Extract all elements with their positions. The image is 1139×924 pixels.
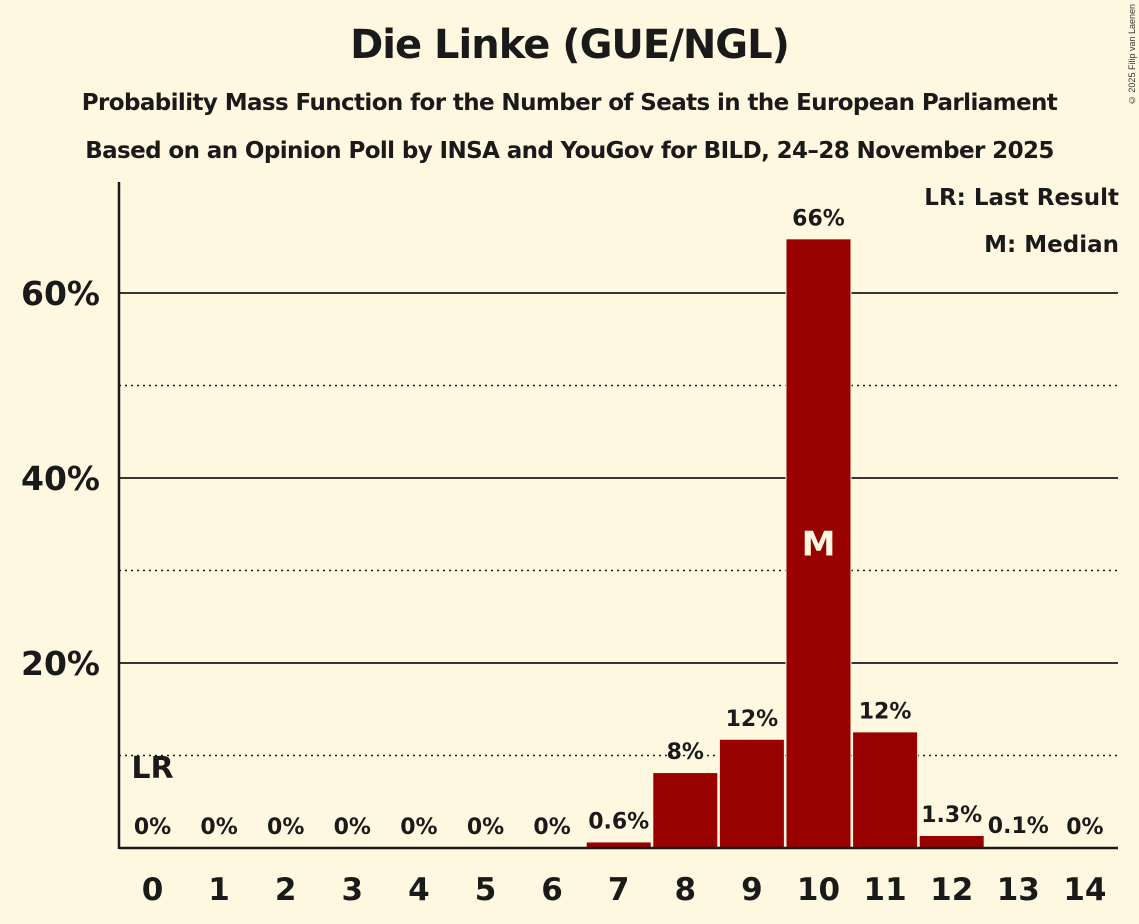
bar-value-label: 0% — [267, 815, 304, 840]
bar-value-label: 12% — [726, 707, 779, 732]
x-tick-label: 8 — [675, 872, 697, 908]
y-tick-label: 20% — [21, 644, 100, 683]
bar-value-label: 0% — [200, 815, 237, 840]
y-tick-label: 40% — [21, 459, 100, 498]
legend-last-result: LR: Last Result — [924, 185, 1119, 211]
bar-value-label: 12% — [859, 699, 912, 724]
x-tick-label: 3 — [342, 872, 364, 908]
x-tick-label: 9 — [741, 872, 763, 908]
x-tick-label: 11 — [864, 872, 907, 908]
bar-seat-11 — [853, 732, 918, 848]
bar-seat-8 — [653, 773, 718, 848]
bar-value-label: 0.1% — [988, 814, 1049, 839]
chart-title: Die Linke (GUE/NGL) — [350, 22, 790, 68]
x-tick-label: 7 — [608, 872, 630, 908]
bar-seat-12 — [919, 835, 984, 848]
bar-value-label: 8% — [667, 740, 704, 765]
chart-source: Based on an Opinion Poll by INSA and You… — [85, 138, 1054, 164]
x-tick-label: 0 — [142, 872, 164, 908]
x-tick-label: 6 — [541, 872, 563, 908]
bar-seat-10 — [786, 239, 851, 849]
chart-subtitle: Probability Mass Function for the Number… — [81, 90, 1058, 116]
bar-value-label: 0% — [400, 815, 437, 840]
x-tick-label: 14 — [1063, 872, 1106, 908]
bar-value-label: 0% — [467, 815, 504, 840]
bar-value-label: 0% — [533, 815, 570, 840]
y-tick-label: 60% — [21, 274, 100, 313]
x-tick-label: 4 — [408, 872, 430, 908]
bar-value-label: 0% — [334, 815, 371, 840]
x-tick-label: 13 — [997, 872, 1040, 908]
bar-value-label: 1.3% — [921, 803, 982, 828]
median-marker: M — [802, 525, 836, 565]
bar-value-label: 0% — [134, 815, 171, 840]
bar-seat-9 — [719, 739, 784, 848]
x-tick-label: 2 — [275, 872, 297, 908]
x-tick-label: 12 — [930, 872, 973, 908]
x-tick-label: 10 — [797, 872, 840, 908]
last-result-marker: LR — [131, 751, 173, 786]
bar-value-label: 0.6% — [588, 809, 649, 834]
bar-value-label: 0% — [1066, 815, 1103, 840]
bar-seat-7 — [586, 842, 651, 848]
legend-median: M: Median — [984, 232, 1119, 258]
x-tick-label: 5 — [475, 872, 497, 908]
bar-value-label: 66% — [792, 206, 845, 231]
x-tick-label: 1 — [208, 872, 230, 908]
